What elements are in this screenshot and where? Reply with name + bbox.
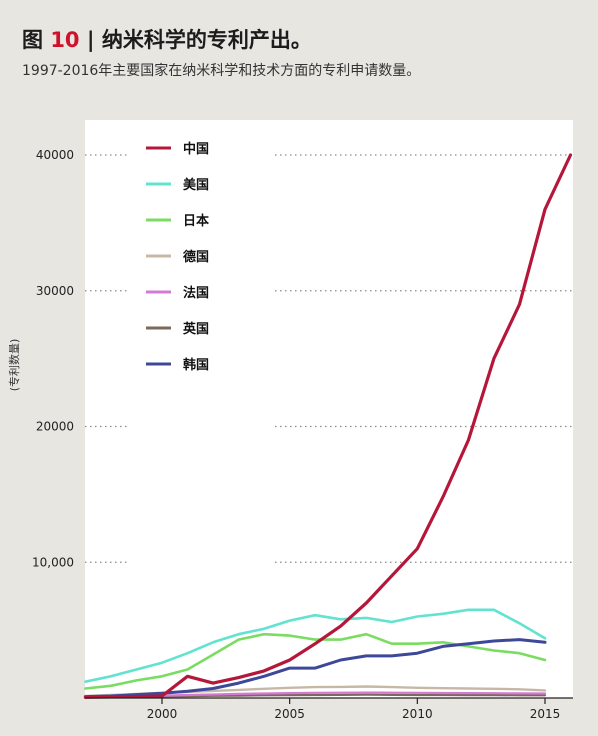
legend-label: 英国 (182, 321, 209, 337)
legend-label: 韩国 (183, 357, 209, 373)
figure-number: 10 (50, 28, 80, 52)
x-tick-label: 2000 (147, 707, 178, 721)
grid-lines (85, 154, 573, 563)
chart-title: 图 10 | 纳米科学的专利产出。 (22, 24, 312, 54)
title-text: 纳米科学的专利产出。 (101, 28, 312, 52)
y-axis-ticks: 10,000 20000 30000 40000 (32, 148, 74, 569)
title-separator: | (86, 28, 95, 52)
y-tick-label: 20000 (36, 420, 74, 434)
legend-label: 中国 (183, 141, 209, 157)
series-line-1 (84, 608, 547, 684)
series-line-6 (83, 638, 547, 699)
y-tick-label: 40000 (36, 148, 74, 162)
x-tick-label: 2015 (530, 707, 561, 721)
y-tick-label: 10,000 (32, 555, 74, 569)
legend-label: 法国 (183, 285, 209, 301)
plot-area (85, 120, 573, 698)
series-line-2 (84, 632, 547, 690)
x-tick-label: 2005 (274, 707, 305, 721)
x-axis-ticks: 2000 2005 2010 2015 (147, 698, 561, 721)
series-lines (83, 153, 573, 699)
figure-label: 图 (22, 28, 43, 52)
legend-label: 日本 (183, 213, 209, 229)
chart-subtitle: 1997-2016年主要国家在纳米科学和技术方面的专利申请数量。 (22, 63, 421, 79)
x-tick-label: 2010 (402, 707, 433, 721)
y-axis-label: (专利数量) (7, 339, 21, 392)
series-line-0 (83, 153, 573, 699)
legend-label: 德国 (183, 249, 209, 265)
y-tick-label: 30000 (36, 284, 74, 298)
legend-label: 美国 (183, 177, 209, 193)
